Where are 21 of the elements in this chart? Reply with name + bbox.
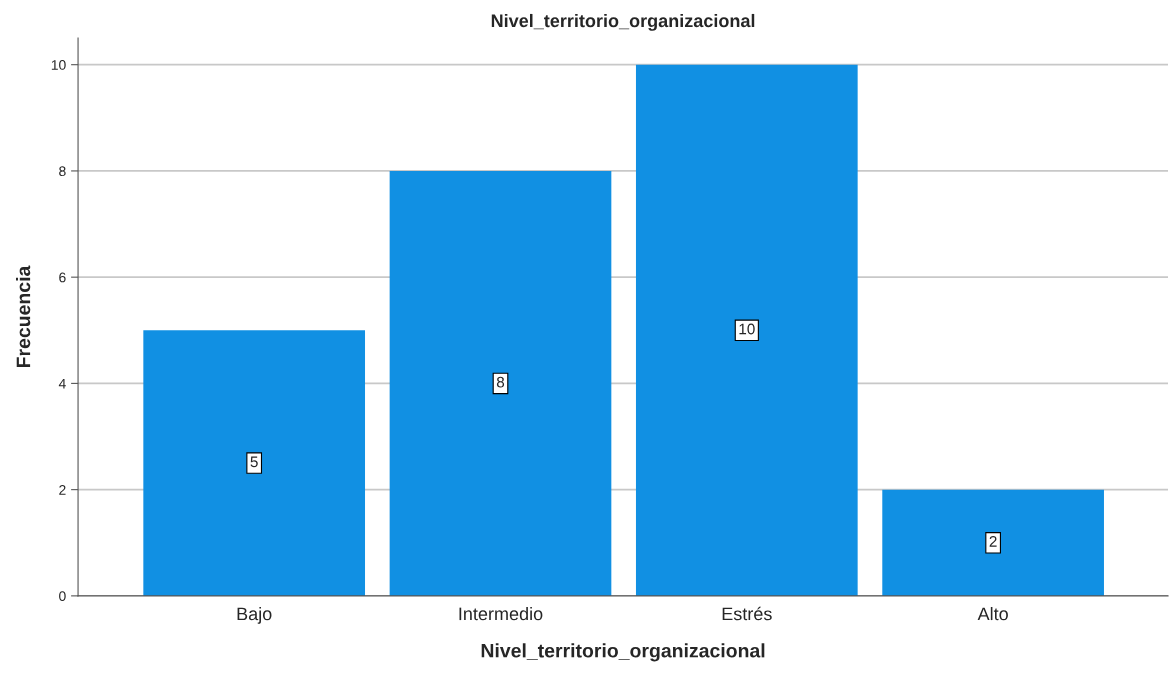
y-tick-label: 6 <box>59 272 66 283</box>
y-tick-label: 2 <box>59 484 66 495</box>
x-tick-label: Estrés <box>722 606 772 621</box>
x-tick-label: Alto <box>977 606 1008 621</box>
data-label: 10 <box>739 323 755 335</box>
data-label: 8 <box>496 376 505 388</box>
y-tick-label: 0 <box>59 591 66 602</box>
y-tick-label: 10 <box>51 60 66 70</box>
x-tick-label: Intermedio <box>459 606 543 621</box>
y-tick-label: 8 <box>59 166 66 177</box>
x-axis-title: Nivel_territorio_organizacional <box>481 643 765 662</box>
bar <box>389 170 612 596</box>
data-label: 2 <box>989 536 997 547</box>
x-tick-label: Bajo <box>237 606 272 624</box>
y-axis-title: Frecuencia <box>16 265 31 368</box>
bar <box>143 330 366 596</box>
chart-title: Nivel_territorio_organizacional <box>491 13 755 31</box>
bar <box>882 489 1104 596</box>
bar <box>635 64 858 596</box>
data-label: 5 <box>250 456 258 468</box>
y-tick-label: 4 <box>58 378 66 389</box>
